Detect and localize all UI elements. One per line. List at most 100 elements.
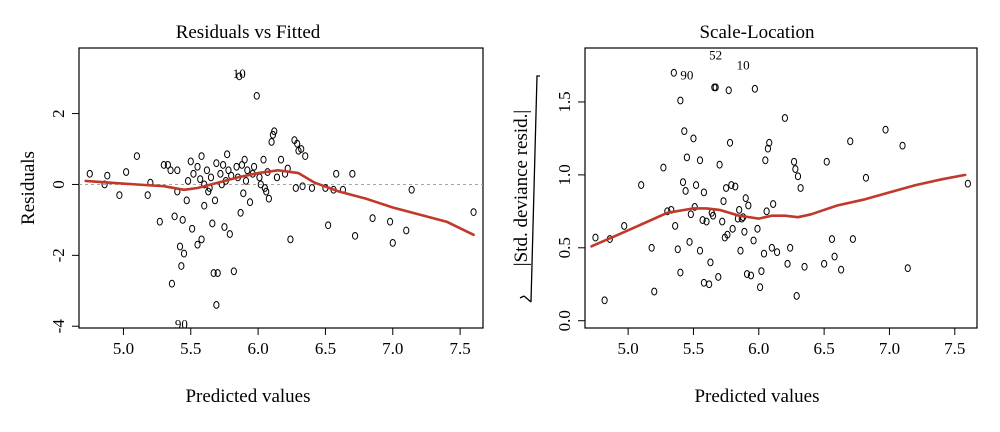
data-point: [681, 127, 688, 136]
data-point: [720, 197, 727, 206]
data-point: [758, 267, 765, 276]
data-point: [369, 214, 376, 223]
x-axis-label: Predicted values: [694, 386, 819, 407]
data-point: [729, 224, 736, 233]
data-point: [686, 238, 693, 246]
data-point: [133, 152, 141, 161]
data-point: [679, 178, 687, 187]
data-point: [882, 125, 889, 134]
data-point: [648, 243, 655, 252]
data-point: [672, 222, 679, 230]
x-tick-label: 5.0: [113, 339, 134, 358]
data-point: [677, 268, 684, 277]
data-point: [203, 166, 211, 175]
data-point: [171, 212, 178, 221]
data-point: [711, 83, 718, 92]
data-point: [211, 196, 219, 205]
data-point: [156, 217, 163, 226]
data-point: [403, 226, 410, 235]
data-point: [194, 240, 201, 249]
residuals-vs-fitted-panel: Residuals vs Fitted Residuals Predicted …: [18, 22, 484, 407]
data-point: [250, 162, 258, 171]
data-point: [180, 249, 188, 258]
data-point: [104, 171, 111, 180]
x-tick-label: 6.0: [247, 339, 268, 358]
data-point: [792, 165, 799, 173]
data-point: [183, 196, 190, 205]
data-point: [210, 269, 217, 277]
x-tick-label: 7.0: [382, 339, 403, 358]
data-point: [760, 249, 768, 258]
y-tick-label: -2: [49, 248, 68, 262]
data-point: [268, 138, 275, 146]
data-point: [386, 217, 394, 226]
data-point: [696, 156, 704, 165]
data-point: [240, 189, 247, 198]
data-point: [674, 245, 681, 254]
data-point: [325, 221, 332, 230]
data-point: [726, 138, 734, 147]
point-id-label: 10: [233, 66, 246, 81]
data-point: [725, 86, 732, 95]
x-tick-label: 6.5: [315, 339, 336, 358]
data-point: [828, 235, 836, 243]
data-point: [692, 181, 700, 189]
data-point: [389, 239, 396, 247]
data-point: [167, 166, 174, 175]
data-point: [244, 166, 251, 175]
data-point: [766, 138, 773, 147]
data-point: [197, 175, 204, 184]
data-point: [213, 301, 220, 309]
data-point: [742, 194, 749, 203]
data-point: [298, 145, 305, 153]
data-point: [747, 271, 755, 280]
x-axis: 5.0 5.5 6.0 6.5 7.0 7.5: [113, 328, 471, 358]
data-point: [351, 231, 359, 240]
data-point: [178, 262, 185, 270]
data-point: [691, 203, 698, 211]
data-point: [723, 184, 730, 192]
data-point: [179, 215, 186, 224]
x-tick-label: 7.5: [944, 339, 965, 358]
data-point: [198, 235, 205, 244]
data-point: [750, 236, 757, 245]
data-point: [308, 184, 316, 192]
data-point: [470, 208, 477, 217]
smooth-line: [590, 173, 967, 248]
data-point: [86, 169, 93, 178]
x-tick-label: 7.5: [449, 339, 470, 358]
data-point: [677, 96, 684, 105]
y-axis: -4 -2 0 2: [49, 109, 79, 333]
point-id-label: 90: [680, 68, 693, 83]
y-tick-label: 0.0: [555, 310, 574, 331]
data-point: [801, 262, 808, 271]
data-point: [299, 182, 306, 191]
data-point: [794, 172, 802, 181]
data-point: [682, 187, 689, 195]
data-point: [230, 267, 237, 276]
data-point: [601, 296, 608, 305]
data-point: [773, 248, 781, 257]
data-point: [716, 160, 723, 169]
y-axis: 0.0 0.5 1.0 1.5: [555, 91, 585, 331]
data-point: [198, 152, 205, 161]
data-point: [719, 217, 726, 226]
data-point: [116, 191, 123, 199]
data-point: [660, 163, 667, 172]
x-tick-label: 5.5: [180, 339, 201, 358]
data-point: [638, 181, 645, 189]
data-point: [287, 235, 294, 244]
data-point: [699, 216, 706, 224]
data-point: [189, 224, 196, 233]
data-point: [263, 187, 270, 196]
data-point: [292, 184, 299, 192]
y-tick-label: 0.5: [555, 237, 574, 258]
data-point: [823, 157, 830, 166]
smooth-line: [84, 169, 475, 237]
data-point: [651, 287, 658, 296]
data-point: [762, 156, 769, 165]
x-axis: 5.0 5.5 6.0 6.5 7.0 7.5: [617, 328, 965, 358]
data-point: [768, 243, 775, 252]
y-axis-label: Residuals: [18, 151, 39, 225]
data-point: [690, 134, 697, 143]
